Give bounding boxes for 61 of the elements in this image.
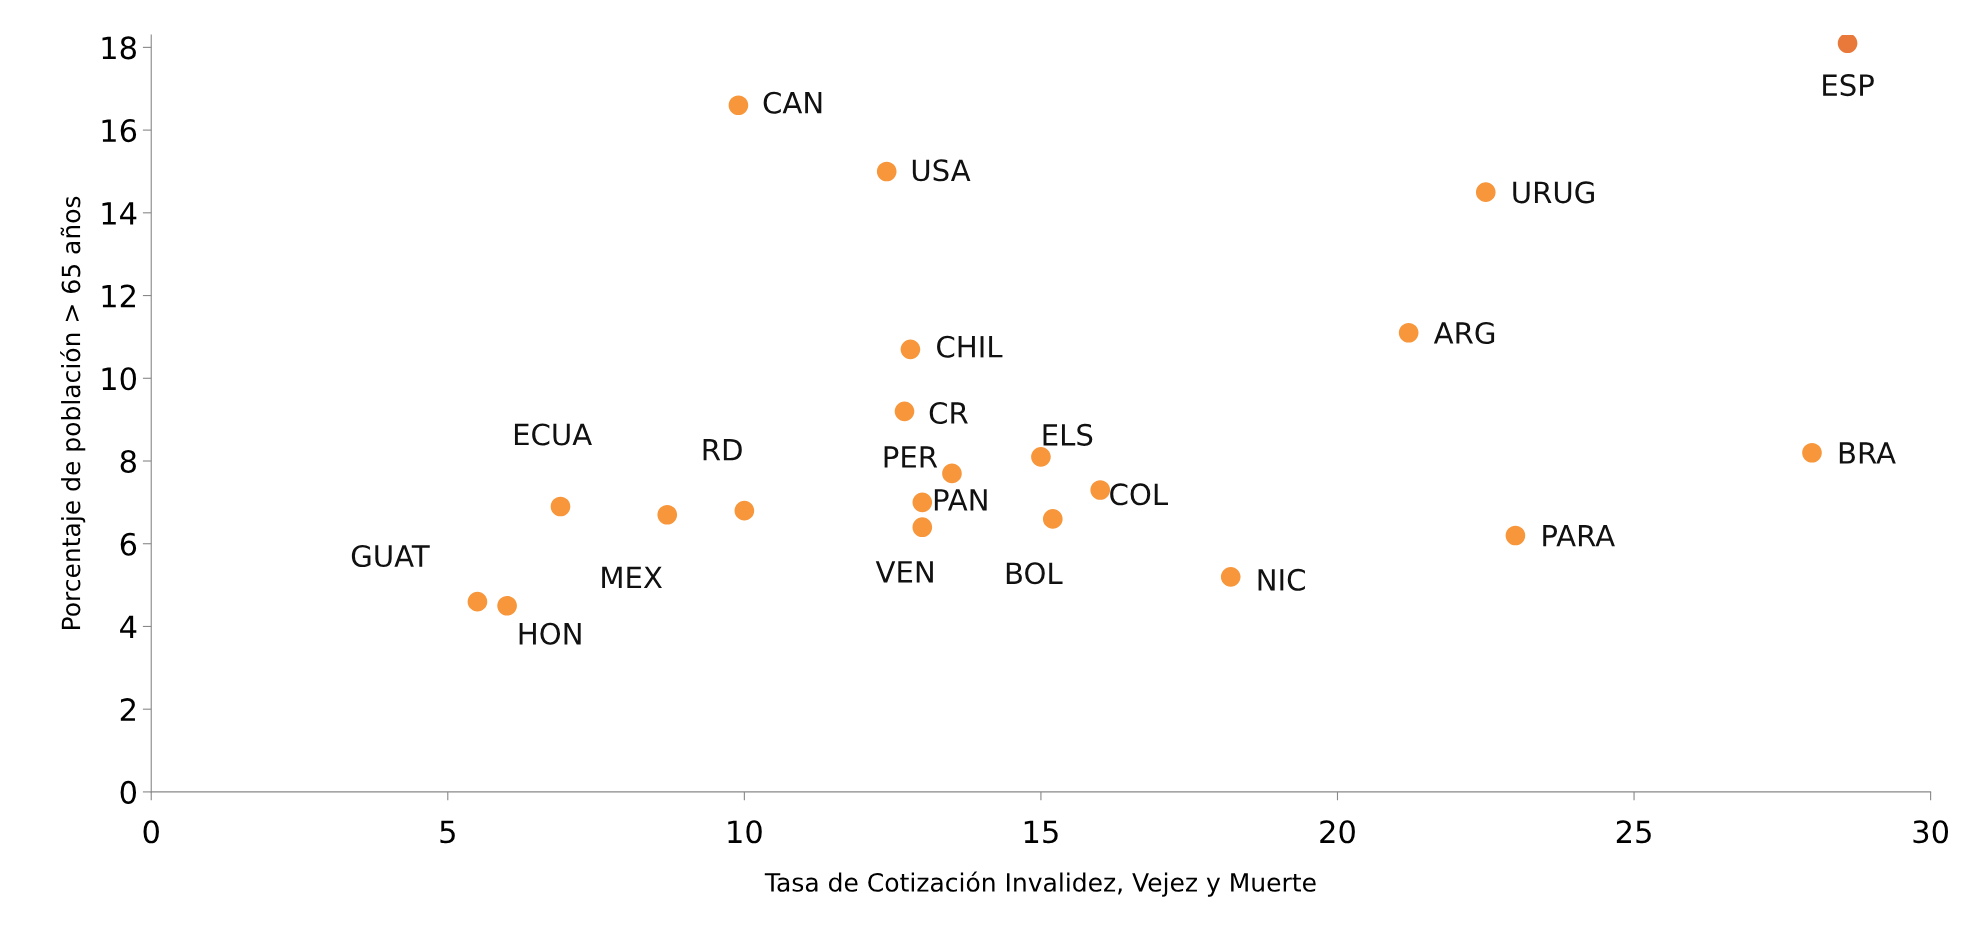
point: [657, 504, 678, 525]
point: [550, 496, 571, 517]
point: [1042, 509, 1063, 529]
data-label: PARA: [1543, 525, 1615, 547]
data-label: PER: [884, 446, 938, 468]
point: [900, 339, 921, 360]
point: [467, 591, 488, 612]
data-label: BOL: [1006, 562, 1063, 585]
point: [1031, 447, 1051, 467]
data-label: CR: [929, 401, 968, 424]
point: [912, 492, 933, 513]
x-tick-label: 15: [1024, 820, 1058, 844]
data-label: USA: [912, 159, 971, 182]
data-label: CHIL: [937, 335, 1003, 358]
x-tick-label: 30: [1913, 820, 1949, 844]
point: [497, 595, 517, 616]
point: [1220, 567, 1241, 587]
point: [942, 463, 962, 484]
data-label: ECUA: [514, 423, 592, 446]
point: [912, 517, 933, 538]
point: [876, 161, 897, 182]
y-tick-label: 14: [102, 202, 137, 225]
y-tick-label: 6: [120, 532, 137, 556]
point: [1837, 34, 1858, 54]
point: [1505, 525, 1526, 546]
y-tick-label: 8: [120, 449, 136, 474]
x-tick-label: 5: [440, 820, 455, 844]
x-axis-title: Tasa de Cotización Invalidez, Vejez y Muerte: [764, 871, 1316, 897]
data-label: BRA: [1839, 442, 1896, 464]
x-tick-label: 0: [143, 820, 159, 844]
data-label: ESP: [1823, 74, 1874, 97]
point: [734, 500, 755, 521]
x-tick-label: 20: [1320, 820, 1355, 844]
data-label: HON: [519, 622, 581, 645]
y-tick-label: 4: [120, 615, 137, 639]
point: [728, 95, 749, 116]
point: [894, 401, 915, 422]
point: [1090, 480, 1111, 500]
y-tick-label: 10: [102, 367, 136, 391]
data-label: VEN: [875, 561, 933, 583]
point: [1398, 322, 1419, 343]
point: [1475, 182, 1496, 202]
y-tick-label: 16: [102, 119, 137, 143]
data-label: PAN: [934, 489, 987, 511]
data-label: ARG: [1433, 321, 1495, 345]
data-label: RD: [703, 439, 742, 461]
y-tick-label: 2: [120, 698, 135, 721]
point: [1802, 442, 1822, 463]
data-label: CAN: [763, 91, 822, 114]
data-label: ELS: [1043, 423, 1093, 446]
y-tick-label: 0: [120, 780, 136, 804]
y-axis-title: Porcentaje de población > 65 años: [60, 196, 86, 629]
data-label: URUG: [1513, 181, 1594, 204]
y-tick-label: 18: [102, 36, 136, 60]
data-label: MEX: [602, 566, 663, 589]
x-tick-label: 25: [1616, 820, 1651, 844]
x-tick-label: 10: [728, 820, 762, 844]
data-label: GUAT: [351, 544, 430, 568]
y-tick-label: 12: [102, 284, 135, 308]
data-label: NIC: [1258, 568, 1305, 591]
data-label: COL: [1110, 483, 1168, 506]
